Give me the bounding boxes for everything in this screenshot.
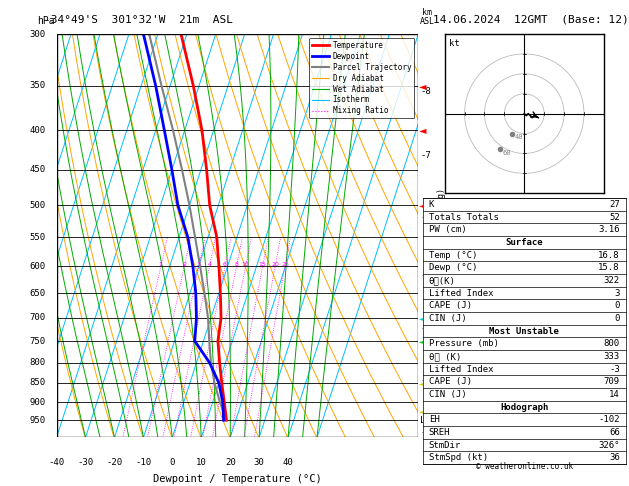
Text: 500: 500: [30, 201, 46, 209]
Text: 8: 8: [235, 262, 238, 267]
Text: 950: 950: [30, 416, 46, 425]
Text: -7: -7: [420, 151, 431, 160]
Text: ◄: ◄: [419, 406, 426, 417]
Text: Surface: Surface: [506, 238, 543, 247]
Text: 3: 3: [197, 262, 201, 267]
Text: 550: 550: [30, 233, 46, 242]
Text: 6: 6: [223, 262, 227, 267]
Text: 333: 333: [604, 352, 620, 361]
Text: -40: -40: [48, 458, 65, 467]
Text: Pressure (mb): Pressure (mb): [429, 339, 499, 348]
Text: θᴄ (K): θᴄ (K): [429, 352, 461, 361]
Text: 40: 40: [515, 135, 523, 140]
Text: -8: -8: [420, 87, 431, 96]
Text: -30: -30: [77, 458, 94, 467]
Text: 20: 20: [271, 262, 279, 267]
Text: 750: 750: [30, 336, 46, 346]
Text: ◄: ◄: [419, 81, 426, 91]
Text: Lifted Index: Lifted Index: [429, 289, 493, 297]
Text: 10: 10: [196, 458, 207, 467]
Text: kt: kt: [448, 39, 459, 48]
Text: PW (cm): PW (cm): [429, 226, 467, 234]
Text: 3: 3: [615, 289, 620, 297]
Text: CAPE (J): CAPE (J): [429, 301, 472, 310]
Text: 300: 300: [30, 30, 46, 38]
Text: 20: 20: [225, 458, 236, 467]
Text: 600: 600: [30, 262, 46, 271]
Text: 650: 650: [30, 289, 46, 297]
Text: 15.8: 15.8: [598, 263, 620, 272]
Text: 52: 52: [609, 212, 620, 222]
Text: 350: 350: [30, 81, 46, 90]
Text: 800: 800: [30, 358, 46, 367]
Text: 14.06.2024  12GMT  (Base: 12): 14.06.2024 12GMT (Base: 12): [433, 15, 628, 25]
Text: StmSpd (kt): StmSpd (kt): [429, 453, 488, 462]
Text: km
ASL: km ASL: [420, 8, 435, 26]
Text: Dewpoint / Temperature (°C): Dewpoint / Temperature (°C): [153, 474, 322, 484]
Text: 850: 850: [30, 379, 46, 387]
Text: -34°49'S  301°32'W  21m  ASL: -34°49'S 301°32'W 21m ASL: [44, 15, 233, 25]
Text: 40: 40: [282, 458, 294, 467]
Text: EH: EH: [429, 416, 440, 424]
Text: K: K: [429, 200, 434, 209]
Text: 2: 2: [182, 262, 186, 267]
Text: Totals Totals: Totals Totals: [429, 212, 499, 222]
Legend: Temperature, Dewpoint, Parcel Trajectory, Dry Adiabat, Wet Adiabat, Isotherm, Mi: Temperature, Dewpoint, Parcel Trajectory…: [309, 38, 415, 119]
Text: -102: -102: [598, 416, 620, 424]
Text: 400: 400: [30, 126, 46, 135]
Text: 0: 0: [170, 458, 175, 467]
Text: SREH: SREH: [429, 428, 450, 437]
Text: StmDir: StmDir: [429, 441, 461, 450]
Text: -20: -20: [106, 458, 123, 467]
Text: 700: 700: [30, 313, 46, 322]
Text: Most Unstable: Most Unstable: [489, 327, 559, 336]
Text: ◄: ◄: [419, 378, 426, 388]
Text: 326°: 326°: [598, 441, 620, 450]
Text: CIN (J): CIN (J): [429, 390, 467, 399]
Text: 800: 800: [604, 339, 620, 348]
Text: 4: 4: [208, 262, 211, 267]
Text: θᴄ(K): θᴄ(K): [429, 276, 455, 285]
Text: 27: 27: [609, 200, 620, 209]
Text: -4: -4: [420, 324, 431, 333]
Text: Hodograph: Hodograph: [500, 402, 548, 412]
Text: 30: 30: [253, 458, 265, 467]
Text: CIN (J): CIN (J): [429, 314, 467, 323]
Text: Temp (°C): Temp (°C): [429, 251, 477, 260]
Text: 0: 0: [615, 301, 620, 310]
Text: 322: 322: [604, 276, 620, 285]
Text: 709: 709: [604, 377, 620, 386]
Text: Mixing Ratio (g/kg): Mixing Ratio (g/kg): [437, 188, 447, 283]
Text: -2: -2: [420, 428, 431, 437]
Text: 25: 25: [281, 262, 289, 267]
Text: Lifted Index: Lifted Index: [429, 364, 493, 374]
Text: 60: 60: [503, 151, 511, 156]
Text: -3: -3: [420, 377, 431, 385]
Text: 66: 66: [609, 428, 620, 437]
Text: 0: 0: [615, 314, 620, 323]
Text: 15: 15: [259, 262, 267, 267]
Text: 36: 36: [609, 453, 620, 462]
Text: ◄: ◄: [419, 125, 426, 136]
Text: -10: -10: [135, 458, 152, 467]
Text: 16.8: 16.8: [598, 251, 620, 260]
Text: ◄: ◄: [419, 200, 426, 210]
Text: 900: 900: [30, 398, 46, 407]
Text: © weatheronline.co.uk: © weatheronline.co.uk: [476, 462, 573, 471]
Text: CAPE (J): CAPE (J): [429, 377, 472, 386]
Text: ◄: ◄: [419, 313, 426, 323]
Text: 10: 10: [242, 262, 249, 267]
Text: LCL: LCL: [420, 417, 437, 425]
Text: 1: 1: [159, 262, 163, 267]
Text: -3: -3: [609, 364, 620, 374]
Text: 3.16: 3.16: [598, 226, 620, 234]
Text: Dewp (°C): Dewp (°C): [429, 263, 477, 272]
Text: ◄: ◄: [419, 336, 426, 346]
Text: 14: 14: [609, 390, 620, 399]
Text: -6: -6: [420, 212, 431, 222]
Text: hPa: hPa: [37, 16, 55, 26]
Text: -5: -5: [420, 271, 431, 279]
Text: 450: 450: [30, 165, 46, 174]
